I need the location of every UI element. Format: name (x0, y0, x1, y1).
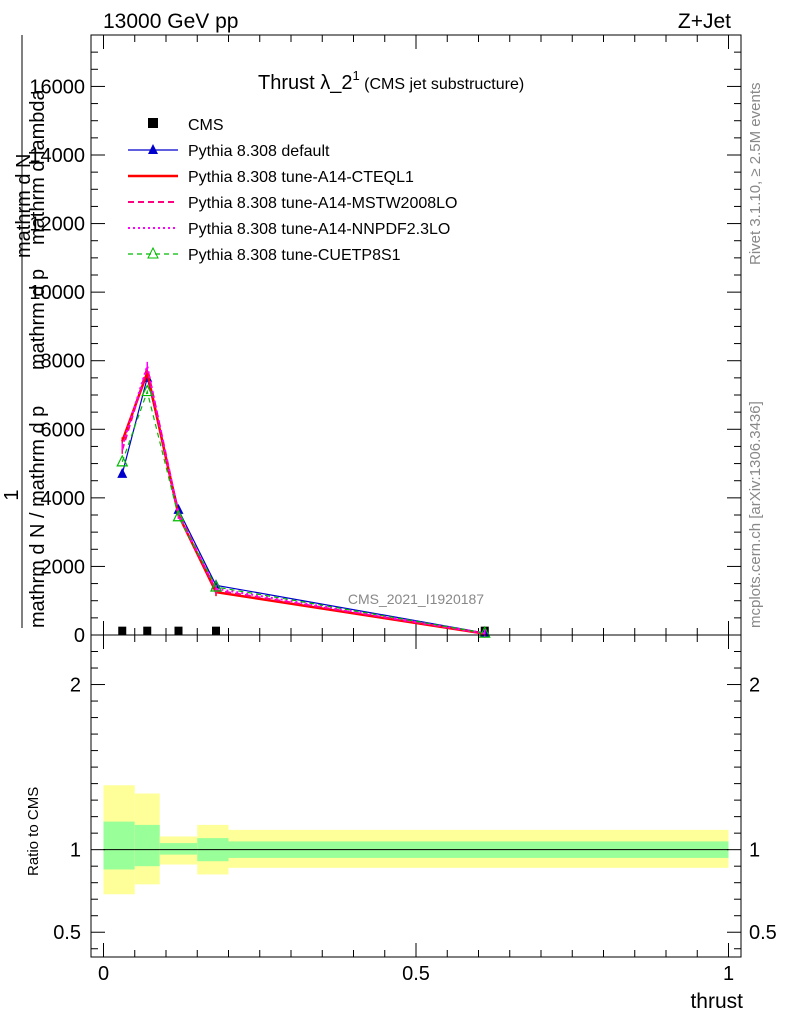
ratio-y-tick-label-right: 1 (749, 840, 760, 862)
ylabel-part-d: mathrm d lambda (27, 89, 49, 245)
legend-label: Pythia 8.308 tune-CUETP8S1 (188, 247, 401, 264)
header-right: Z+Jet (678, 10, 731, 33)
ratio-plot-panel: 0.5 0.51 12 2 0 0.5 1 Ratio to CMS thrust (25, 634, 777, 1013)
ratio-y-tick-label-right: 2 (749, 675, 760, 697)
legend-label: Pythia 8.308 tune-A14-CTEQL1 (188, 169, 414, 186)
ratio-y-tick-label: 1 (70, 840, 81, 862)
y-tick-label: 4000 (41, 488, 86, 510)
legend-label: Pythia 8.308 tune-A14-NNPDF2.3LO (188, 221, 450, 238)
main-plot-panel: 0 2000 4000 6000 8000 10000 12000 14000 16000 CM… (1, 34, 742, 647)
ratio-y-tick-label-right: 0.5 (749, 922, 777, 944)
y-tick-label: 2000 (41, 556, 86, 578)
ratio-plot-frame (90, 634, 742, 958)
header-left: 13000 GeV pp (103, 10, 238, 33)
legend: CMS Pythia 8.308 default Pythia 8.308 tune… (128, 117, 457, 264)
ratio-y-tick-label: 0.5 (53, 922, 81, 944)
ylabel-numerator: 1 (1, 489, 23, 500)
main-y-axis-label: 1 mathrm d N / mathrm d p mathrm d N mat… (1, 35, 49, 628)
ylabel-part-a: mathrm d N / mathrm d p (27, 406, 49, 628)
main-series-group (116, 361, 491, 638)
series-line-cuetp8s1 (121, 389, 485, 634)
legend-label: Pythia 8.308 default (188, 143, 330, 160)
x-tick-label: 1 (723, 963, 734, 985)
ylabel-part-b: mathrm d N (13, 154, 35, 258)
legend-label: CMS (188, 117, 224, 134)
cms-data-point (143, 626, 152, 635)
cuetp8s1-marker (141, 384, 154, 397)
ratio-band-inner (134, 824, 160, 867)
cms-data-point (174, 626, 183, 635)
main-y-axis: 0 2000 4000 6000 8000 10000 12000 14000 16000 (29, 34, 741, 647)
side-text-bottom: mcplots.cern.ch [arXiv:1306.3436] (747, 401, 764, 628)
y-tick-label: 0 (74, 625, 85, 647)
ratio-band-inner (159, 843, 198, 855)
default-marker (117, 467, 128, 478)
watermark: CMS_2021_I1920187 (348, 591, 484, 607)
cuetp8s1-marker (116, 454, 129, 467)
ratio-y-axis-label: Ratio to CMS (25, 787, 42, 876)
legend-cms-marker (148, 118, 158, 128)
y-tick-label: 12000 (29, 214, 85, 236)
ratio-y-tick-label: 2 (70, 675, 81, 697)
main-x-axis-ticks (103, 35, 729, 635)
ratio-band-inner (103, 821, 135, 870)
y-tick-label: 8000 (41, 351, 86, 373)
ratio-y-axis: 0.5 0.5 1 1 2 2 (53, 651, 777, 950)
cms-data-point (212, 626, 220, 635)
legend-default-marker (148, 144, 158, 154)
ratio-x-axis: 0 0.5 1 (98, 635, 734, 985)
legend-label: Pythia 8.308 tune-A14-MSTW2008LO (188, 195, 457, 212)
chart-title-sub: (CMS jet substructure) (360, 76, 524, 93)
ratio-bands (103, 785, 729, 895)
y-tick-label: 10000 (29, 282, 85, 304)
y-tick-label: 16000 (29, 76, 85, 98)
chart-title: Thrust λ_21 (CMS jet substructure) (258, 68, 524, 94)
ylabel-part-c: mathrm d p (27, 269, 49, 370)
cms-data-point (118, 626, 127, 635)
x-tick-label: 0.5 (402, 963, 430, 985)
y-tick-label: 14000 (29, 145, 85, 167)
cuetp8s1-marker (172, 509, 185, 522)
chart-title-sup: 1 (352, 68, 359, 83)
cuetp8s1-marker (478, 625, 491, 638)
legend-cuetp8s1-marker (147, 246, 159, 259)
x-axis-label: thrust (690, 990, 743, 1013)
cuetp8s1-marker (210, 579, 222, 592)
chart-title-main: Thrust λ_2 (258, 72, 352, 94)
side-text-top: Rivet 3.1.10, ≥ 2.5M events (747, 83, 764, 266)
x-tick-label: 0 (98, 963, 109, 985)
y-tick-label: 6000 (41, 419, 86, 441)
